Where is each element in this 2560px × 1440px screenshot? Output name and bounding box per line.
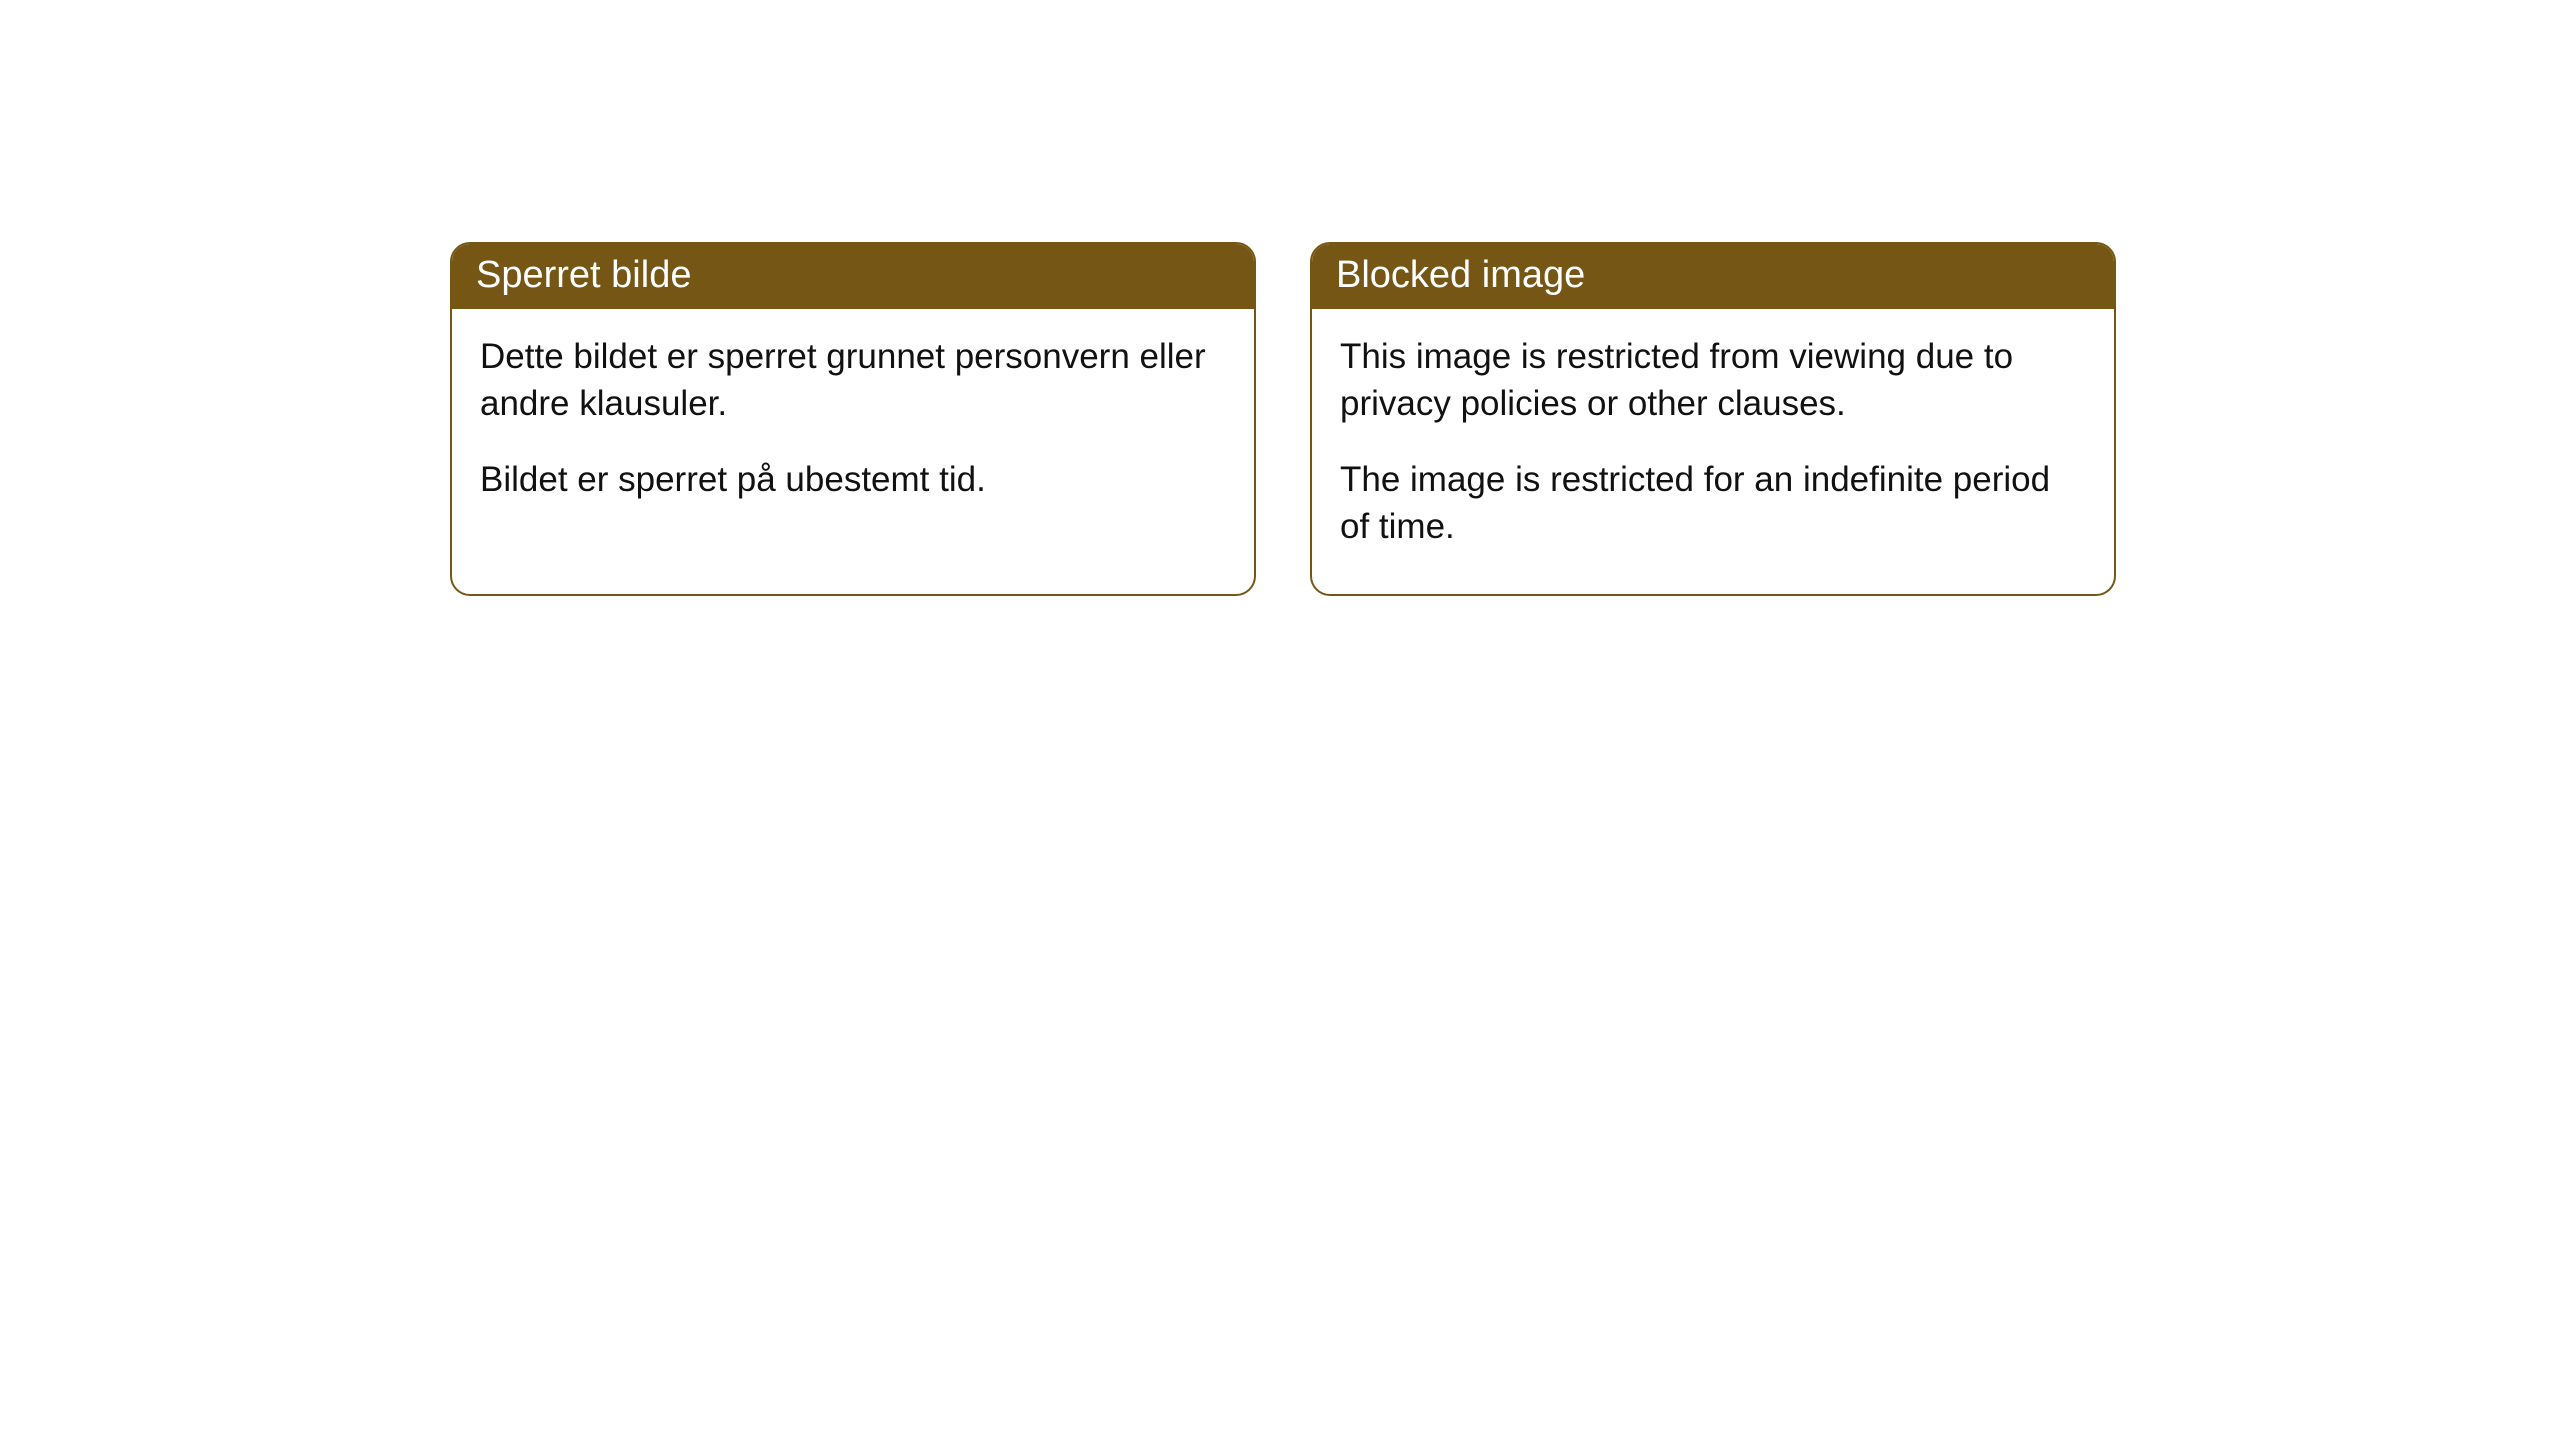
card-paragraph: Bildet er sperret på ubestemt tid.	[480, 456, 1226, 503]
card-paragraph: This image is restricted from viewing du…	[1340, 333, 2086, 428]
card-body: Dette bildet er sperret grunnet personve…	[452, 309, 1254, 547]
notice-container: Sperret bilde Dette bildet er sperret gr…	[0, 0, 2560, 596]
blocked-image-card-no: Sperret bilde Dette bildet er sperret gr…	[450, 242, 1256, 596]
card-body: This image is restricted from viewing du…	[1312, 309, 2114, 594]
card-paragraph: Dette bildet er sperret grunnet personve…	[480, 333, 1226, 428]
card-header: Blocked image	[1312, 244, 2114, 309]
blocked-image-card-en: Blocked image This image is restricted f…	[1310, 242, 2116, 596]
card-paragraph: The image is restricted for an indefinit…	[1340, 456, 2086, 551]
card-header: Sperret bilde	[452, 244, 1254, 309]
